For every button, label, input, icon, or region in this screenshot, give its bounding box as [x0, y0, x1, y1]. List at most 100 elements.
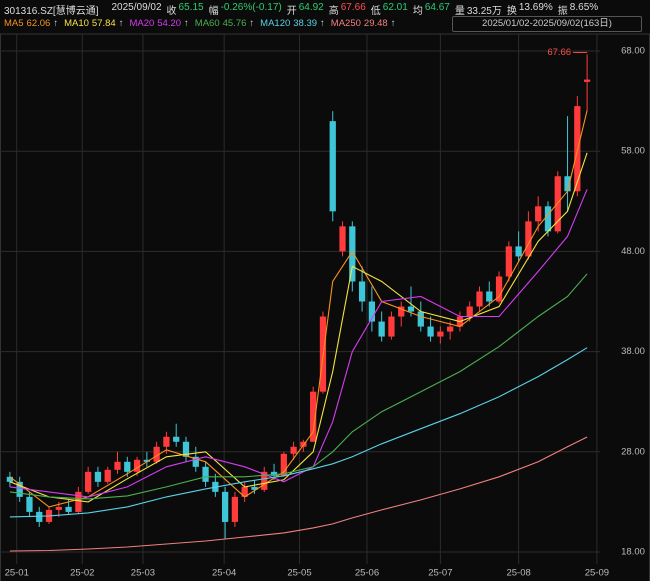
quote-label: 换: [506, 6, 517, 17]
candle-body: [65, 506, 72, 512]
candle-body: [466, 306, 473, 317]
x-tick-label: 25-08: [506, 568, 530, 579]
quote-value: 8.65%: [569, 2, 599, 13]
ma-legend: MA5 62.06 ↑ MA10 57.84 ↑ MA20 54.20 ↑ MA60 45.76 ↑ M…: [4, 18, 395, 32]
candle-body: [104, 469, 111, 482]
quote-item: 均 64.67: [413, 2, 450, 17]
candle-body: [310, 391, 317, 442]
legend-arrow: ↑: [118, 18, 124, 29]
candle-body: [505, 246, 512, 277]
candle-body: [133, 459, 141, 472]
candle-body: [55, 506, 62, 510]
quote-value: 64.92: [298, 2, 324, 13]
legend-value: 38.39: [293, 18, 318, 29]
quote-item: 高 67.66: [328, 2, 366, 17]
legend-arrow: ↑: [184, 18, 189, 29]
candle-body: [26, 496, 33, 512]
x-tick-label: 25-04: [212, 568, 236, 579]
quote-label: 量: [454, 6, 465, 17]
quote-label: 开: [286, 6, 297, 17]
candle-body: [231, 496, 239, 522]
candle-body: [143, 459, 150, 462]
x-tick-label: 25-01: [5, 568, 29, 579]
quote-item: 量 33.25万: [454, 2, 502, 17]
y-tick-label: 58.00: [621, 146, 645, 157]
quote-label: 振: [557, 6, 568, 17]
candle-body: [339, 226, 346, 252]
legend-name: MA60: [194, 18, 220, 29]
candle-body: [94, 471, 102, 482]
quote-label: 收: [166, 6, 177, 17]
quote-item: 开 64.92: [286, 2, 324, 17]
y-tick-label: 28.00: [621, 446, 645, 457]
candle-body: [388, 316, 395, 337]
candle-body: [329, 121, 336, 212]
x-tick-label: 25-07: [428, 568, 452, 579]
candle-body: [368, 301, 376, 322]
quote-value: 33.25万: [466, 6, 502, 17]
legend-value: 62.06: [26, 18, 51, 29]
ma-line: [9, 189, 588, 498]
candle-body: [221, 491, 229, 522]
quote-value: 62.01: [382, 2, 408, 13]
candle-body: [280, 453, 287, 476]
quote-value: 13.69%: [518, 2, 553, 13]
legend-item: MA5 62.06 ↑: [4, 18, 58, 32]
candle-body: [270, 471, 278, 476]
candle-body: [515, 246, 522, 257]
quote-value: 67.66: [340, 2, 366, 13]
candle-body: [75, 491, 82, 512]
quote-label: 高: [328, 6, 339, 17]
legend-arrow: ↑: [390, 18, 396, 29]
candle-body: [173, 436, 180, 442]
quote-label: 低: [370, 6, 381, 17]
x-tick-label: 25-03: [131, 568, 155, 579]
quote-item: 换 13.69%: [506, 2, 553, 17]
candle-body: [427, 326, 434, 337]
quote-item: 收 65.15: [166, 2, 204, 17]
candle-body: [290, 446, 297, 454]
legend-item: MA60 45.76 ↑: [195, 18, 254, 32]
legend-name: MA5: [4, 18, 24, 29]
legend-arrow: ↑: [320, 18, 325, 29]
candle-body: [525, 221, 532, 257]
legend-item: MA10 57.84 ↑: [64, 18, 123, 32]
candle-body: [583, 79, 591, 82]
legend-value: 45.76: [222, 18, 247, 29]
quote-label: 幅: [208, 6, 219, 17]
candle-body: [261, 471, 268, 490]
candle-body: [349, 226, 356, 282]
candle-body: [163, 436, 170, 447]
legend-value: 54.20: [157, 18, 182, 29]
legend-value: 57.84: [91, 18, 116, 29]
y-tick-label: 38.00: [621, 346, 645, 357]
y-tick-label: 48.00: [621, 246, 645, 257]
ma-line: [9, 436, 588, 552]
legend-item: MA250 29.48 ↑: [331, 18, 396, 32]
candle-body: [114, 461, 121, 470]
quote-value: -0.26%(-0.17): [220, 2, 282, 13]
candle-body: [447, 326, 454, 332]
candle-body: [85, 471, 92, 492]
date-range[interactable]: 2025/01/02-2025/09/02(163日): [452, 16, 642, 32]
x-tick-label: 25-02: [70, 568, 94, 579]
header: 301316.SZ[慧博云通] 2025/09/02 收 65.15 幅 -0.26%…: [4, 2, 650, 17]
candle-body: [124, 461, 131, 472]
candle-body: [16, 481, 23, 497]
quote-value: 65.15: [178, 2, 204, 13]
candle-body: [378, 321, 385, 337]
candle-body: [6, 476, 14, 482]
legend-name: MA250: [330, 18, 361, 29]
legend-value: 29.48: [363, 18, 388, 29]
annotation: 67.66: [547, 47, 571, 58]
candle-body: [358, 281, 366, 302]
y-tick-label: 18.00: [621, 546, 645, 557]
candle-body: [486, 291, 493, 302]
candle-body: [544, 206, 552, 232]
candle-body: [437, 331, 444, 337]
y-tick-label: 68.00: [621, 46, 645, 57]
candle-body: [36, 511, 43, 522]
x-tick-label: 25-05: [287, 568, 311, 579]
quote-item: 振 8.65%: [557, 2, 599, 17]
